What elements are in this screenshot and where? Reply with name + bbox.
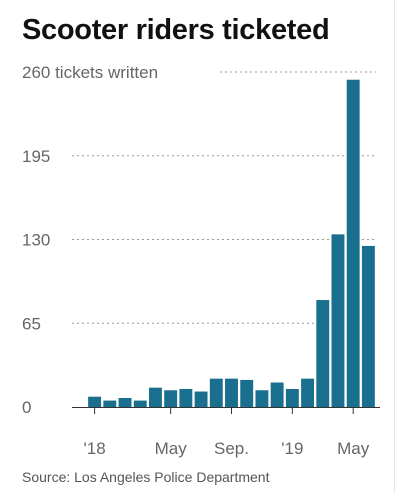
x-axis: '18 May Sep. '19 May [72, 407, 380, 458]
bars [88, 79, 375, 407]
bar [194, 391, 208, 407]
y-tick-label: 65 [22, 314, 41, 333]
x-tick-label: May [155, 439, 188, 458]
bar [331, 234, 345, 407]
y-tick-label: 130 [22, 231, 50, 250]
y-tick-label: 0 [22, 398, 31, 417]
x-tick-label: May [337, 439, 370, 458]
chart-title: Scooter riders ticketed [22, 14, 330, 46]
source-note: Source: Los Angeles Police Department [22, 469, 270, 485]
bar [179, 388, 193, 407]
y-axis-labels: 260 tickets written 195 130 65 0 [22, 63, 158, 417]
y-tick-label: 260 tickets written [22, 63, 158, 82]
divider-line [394, 0, 395, 493]
bar [118, 397, 132, 407]
bar [361, 245, 375, 407]
bar [240, 379, 254, 407]
bar [270, 382, 284, 407]
bar [148, 387, 162, 407]
x-tick-label: '19 [281, 439, 303, 458]
bar [133, 400, 147, 407]
x-tick-label: '18 [84, 439, 106, 458]
bar [88, 396, 102, 407]
bar [103, 400, 117, 407]
bar [164, 390, 178, 407]
bar [316, 300, 330, 407]
y-tick-label: 195 [22, 147, 50, 166]
bar [255, 390, 269, 407]
bar [225, 378, 238, 407]
gridlines [72, 71, 376, 324]
bar [346, 79, 360, 407]
bar [285, 388, 299, 407]
x-tick-label: Sep. [214, 439, 249, 458]
bar [209, 378, 223, 407]
bar [301, 378, 315, 407]
